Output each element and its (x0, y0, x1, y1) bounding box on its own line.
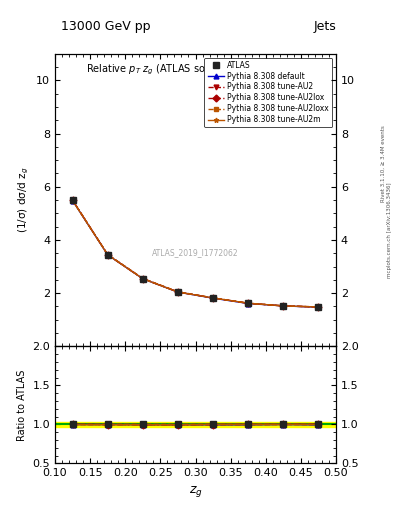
Pythia 8.308 tune-AU2loxx (140, 275, 145, 282)
Pythia 8.308 default (211, 295, 215, 301)
Pythia 8.308 tune-AU2m (281, 303, 286, 309)
Line: Pythia 8.308 tune-AU2lox: Pythia 8.308 tune-AU2lox (70, 198, 321, 309)
Pythia 8.308 tune-AU2lox (246, 300, 251, 306)
Pythia 8.308 default (70, 198, 75, 204)
Pythia 8.308 tune-AU2loxx (105, 251, 110, 258)
Pythia 8.308 tune-AU2m (246, 300, 251, 306)
Pythia 8.308 tune-AU2 (281, 303, 286, 309)
Pythia 8.308 tune-AU2m (176, 289, 180, 295)
Pythia 8.308 default (246, 301, 251, 307)
Pythia 8.308 tune-AU2 (211, 295, 215, 301)
Text: Relative $p_T$ $z_g$ (ATLAS soft-drop observables): Relative $p_T$ $z_g$ (ATLAS soft-drop ob… (86, 62, 305, 77)
Pythia 8.308 tune-AU2loxx (211, 295, 215, 301)
Y-axis label: (1/σ) dσ/d z$_g$: (1/σ) dσ/d z$_g$ (16, 167, 31, 233)
Line: Pythia 8.308 default: Pythia 8.308 default (70, 198, 321, 310)
Pythia 8.308 tune-AU2lox (211, 295, 215, 301)
Pythia 8.308 tune-AU2lox (316, 304, 321, 310)
Y-axis label: Ratio to ATLAS: Ratio to ATLAS (17, 369, 27, 440)
Line: Pythia 8.308 tune-AU2loxx: Pythia 8.308 tune-AU2loxx (70, 198, 321, 309)
Text: Rivet 3.1.10, ≥ 3.4M events: Rivet 3.1.10, ≥ 3.4M events (381, 125, 386, 202)
Pythia 8.308 tune-AU2 (176, 289, 180, 295)
Pythia 8.308 tune-AU2 (140, 275, 145, 282)
Text: mcplots.cern.ch [arXiv:1306.3436]: mcplots.cern.ch [arXiv:1306.3436] (387, 183, 392, 278)
Pythia 8.308 default (140, 275, 145, 282)
Pythia 8.308 default (176, 289, 180, 295)
Pythia 8.308 tune-AU2loxx (176, 289, 180, 295)
Pythia 8.308 tune-AU2 (246, 300, 251, 306)
Pythia 8.308 tune-AU2lox (105, 252, 110, 258)
Text: ATLAS_2019_I1772062: ATLAS_2019_I1772062 (152, 248, 239, 257)
Pythia 8.308 tune-AU2lox (176, 289, 180, 295)
Pythia 8.308 tune-AU2m (316, 304, 321, 310)
Pythia 8.308 tune-AU2 (316, 304, 321, 310)
Pythia 8.308 tune-AU2lox (281, 303, 286, 309)
Legend: ATLAS, Pythia 8.308 default, Pythia 8.308 tune-AU2, Pythia 8.308 tune-AU2lox, Py: ATLAS, Pythia 8.308 default, Pythia 8.30… (204, 57, 332, 127)
Pythia 8.308 tune-AU2m (211, 295, 215, 301)
Pythia 8.308 tune-AU2m (140, 275, 145, 282)
Pythia 8.308 tune-AU2 (70, 197, 75, 203)
Pythia 8.308 tune-AU2lox (70, 197, 75, 203)
Pythia 8.308 tune-AU2loxx (316, 304, 321, 310)
X-axis label: $z_g$: $z_g$ (189, 484, 202, 499)
Bar (55, 422, 336, 426)
Pythia 8.308 tune-AU2loxx (246, 300, 251, 306)
Line: Pythia 8.308 tune-AU2m: Pythia 8.308 tune-AU2m (70, 198, 321, 309)
Pythia 8.308 default (281, 303, 286, 309)
Pythia 8.308 tune-AU2 (105, 251, 110, 258)
Pythia 8.308 tune-AU2m (105, 252, 110, 258)
Line: Pythia 8.308 tune-AU2: Pythia 8.308 tune-AU2 (70, 198, 321, 309)
Pythia 8.308 tune-AU2lox (140, 275, 145, 282)
Pythia 8.308 tune-AU2loxx (281, 303, 286, 309)
Text: Jets: Jets (313, 20, 336, 33)
Pythia 8.308 tune-AU2m (70, 198, 75, 204)
Pythia 8.308 tune-AU2loxx (70, 197, 75, 203)
Pythia 8.308 default (105, 252, 110, 258)
Pythia 8.308 default (316, 304, 321, 310)
Text: 13000 GeV pp: 13000 GeV pp (61, 20, 151, 33)
